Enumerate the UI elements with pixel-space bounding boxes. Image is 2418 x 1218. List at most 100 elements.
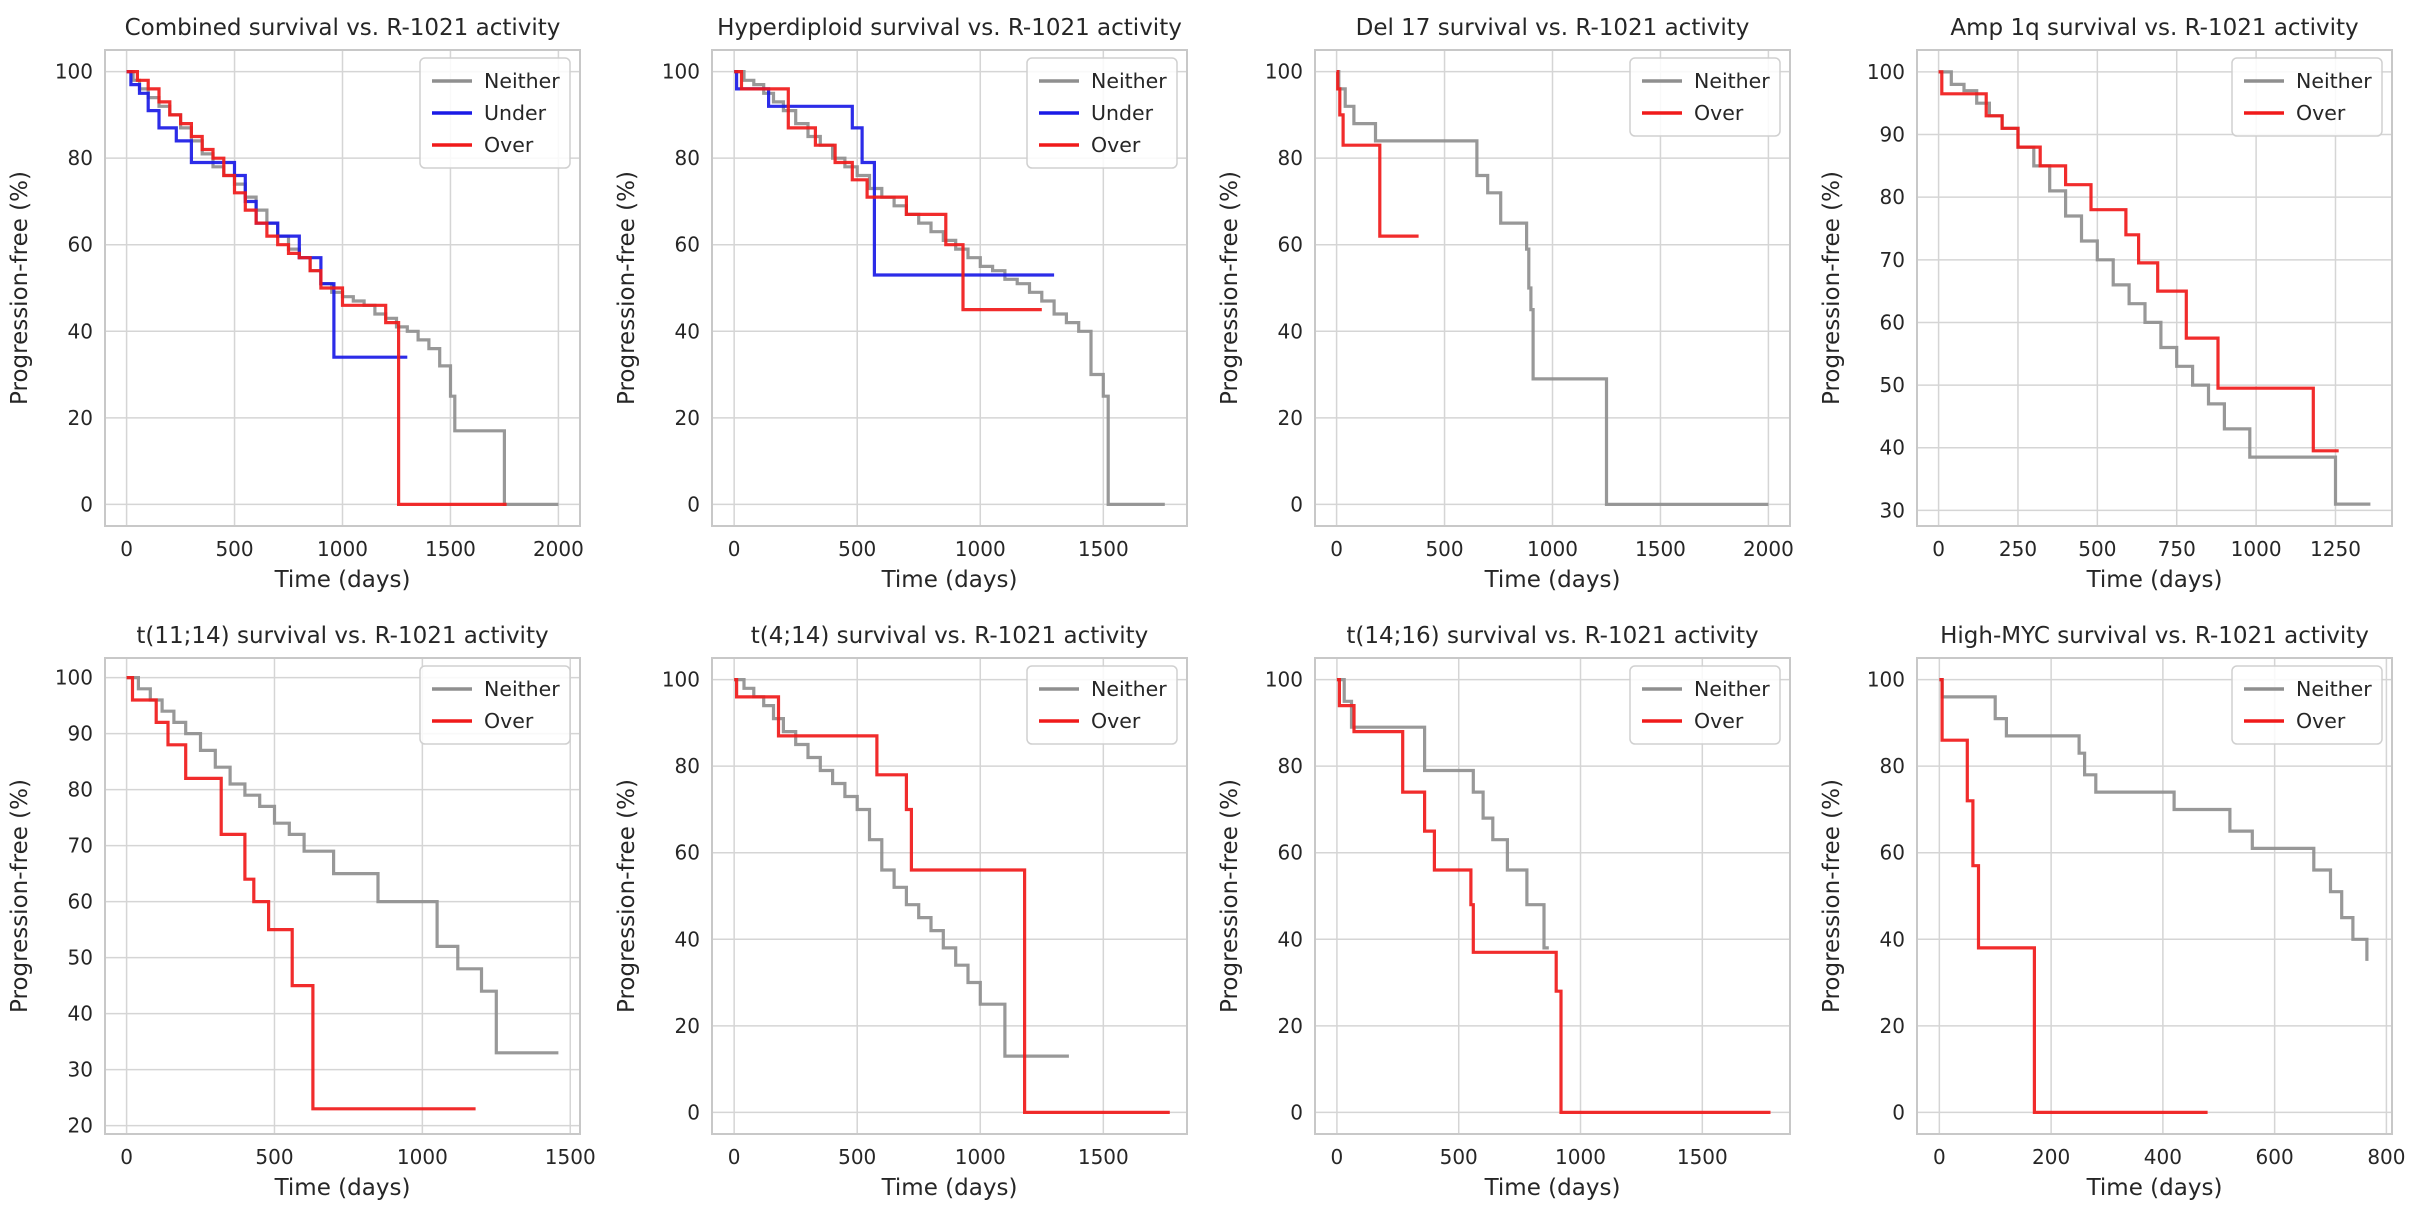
x-tick-label: 500 [255, 1145, 293, 1169]
x-tick-label: 500 [215, 537, 253, 561]
series-line-neither [1938, 70, 2371, 506]
y-tick-label: 80 [675, 754, 700, 778]
x-tick-label: 1500 [1635, 537, 1686, 561]
series-line-neither [734, 678, 1069, 1058]
chart-title: t(14;16) survival vs. R-1021 activity [1346, 623, 1758, 649]
chart-title: Amp 1q survival vs. R-1021 activity [1950, 15, 2358, 41]
x-tick-label: 600 [2256, 1145, 2294, 1169]
y-tick-label: 40 [1278, 319, 1303, 343]
y-tick-label: 20 [68, 1114, 93, 1138]
y-tick-label: 80 [1278, 754, 1303, 778]
legend-label: Neither [1091, 69, 1167, 93]
legend-box [2231, 665, 2383, 745]
legend-label: Neither [2296, 677, 2372, 701]
y-tick-label: 100 [1265, 668, 1303, 692]
series-line-over [1336, 678, 1771, 1114]
y-tick-label: 60 [675, 233, 700, 257]
legend-box [1629, 57, 1781, 137]
y-tick-label: 100 [55, 60, 93, 84]
y-tick-label: 100 [1867, 60, 1905, 84]
legend-box [419, 57, 571, 169]
y-tick-label: 100 [662, 668, 700, 692]
legend-box [2231, 57, 2383, 137]
y-axis-label: Progression-free (%) [7, 171, 33, 405]
legend-label: Over [1091, 709, 1141, 733]
y-tick-label: 50 [1880, 373, 1905, 397]
x-tick-label: 500 [838, 537, 876, 561]
x-axis-label: Time (days) [1484, 567, 1621, 593]
legend: Neither Over [1629, 57, 1781, 137]
x-tick-label: 0 [120, 1145, 133, 1169]
y-tick-label: 40 [68, 319, 93, 343]
chart-title: t(4;14) survival vs. R-1021 activity [751, 623, 1149, 649]
chart-title: Del 17 survival vs. R-1021 activity [1356, 15, 1750, 41]
chart-title: t(11;14) survival vs. R-1021 activity [136, 623, 548, 649]
y-tick-label: 40 [675, 927, 700, 951]
x-tick-label: 250 [1999, 537, 2037, 561]
series-line-over [126, 70, 507, 506]
x-tick-label: 500 [1440, 1145, 1478, 1169]
x-tick-label: 1500 [1078, 537, 1129, 561]
legend-box [1629, 665, 1781, 745]
y-tick-label: 20 [1278, 406, 1303, 430]
series-line-neither [1939, 678, 2369, 961]
chart-title: Hyperdiploid survival vs. R-1021 activit… [717, 15, 1182, 41]
x-tick-label: 1000 [955, 1145, 1006, 1169]
x-tick-label: 500 [2078, 537, 2116, 561]
legend: Neither Over [419, 665, 571, 745]
x-tick-label: 1500 [545, 1145, 596, 1169]
y-tick-label: 0 [80, 492, 93, 516]
chart-panel-7: 0 500 1000 1500 0 20 40 60 80 100 t(14;16) surviva… [1217, 623, 1791, 1201]
y-tick-label: 80 [68, 146, 93, 170]
series-line-neither [1336, 70, 1769, 506]
y-tick-label: 50 [68, 946, 93, 970]
y-tick-label: 60 [675, 841, 700, 865]
chart-panel-2: 0 500 1000 1500 0 20 40 60 80 100 Hyperdiploid sur… [614, 15, 1188, 593]
legend-label: Neither [1694, 69, 1770, 93]
legend: Neither Over [1629, 665, 1781, 745]
y-tick-label: 0 [687, 492, 700, 516]
x-tick-label: 1000 [317, 537, 368, 561]
series-line-over [734, 678, 1170, 1114]
y-tick-label: 100 [1265, 60, 1303, 84]
x-tick-label: 1000 [955, 537, 1006, 561]
legend-label: Over [2296, 709, 2346, 733]
x-tick-label: 1000 [397, 1145, 448, 1169]
x-axis-label: Time (days) [2086, 1175, 2223, 1201]
x-axis-label: Time (days) [274, 1175, 411, 1201]
y-tick-label: 90 [68, 722, 93, 746]
plot-frame [711, 49, 1188, 527]
chart-title: High-MYC survival vs. R-1021 activity [1940, 623, 2369, 649]
x-tick-label: 2000 [1743, 537, 1794, 561]
x-tick-label: 500 [838, 1145, 876, 1169]
x-tick-label: 800 [2367, 1145, 2405, 1169]
x-tick-label: 0 [1330, 537, 1343, 561]
x-tick-label: 200 [2032, 1145, 2070, 1169]
series-line-over [734, 70, 1042, 312]
legend-box [1026, 57, 1178, 169]
y-tick-label: 80 [1880, 754, 1905, 778]
plot-frame [711, 657, 1188, 1135]
series-line-over [1336, 70, 1419, 238]
y-tick-label: 0 [1290, 492, 1303, 516]
y-tick-label: 0 [1290, 1100, 1303, 1124]
x-tick-label: 1500 [425, 537, 476, 561]
y-tick-label: 20 [1278, 1014, 1303, 1038]
legend-label: Over [1694, 101, 1744, 125]
y-tick-label: 80 [675, 146, 700, 170]
legend: Neither Over [2231, 665, 2383, 745]
plot-frame [104, 49, 581, 527]
x-tick-label: 1250 [2310, 537, 2361, 561]
y-tick-label: 100 [55, 666, 93, 690]
x-tick-label: 1000 [2231, 537, 2282, 561]
x-tick-label: 1000 [1527, 537, 1578, 561]
x-tick-label: 750 [2158, 537, 2196, 561]
y-tick-label: 60 [1278, 233, 1303, 257]
x-tick-label: 0 [1331, 1145, 1344, 1169]
x-tick-label: 0 [728, 537, 741, 561]
chart-panel-3: 0 500 1000 1500 2000 0 20 40 60 80 100 Del 17 survi… [1217, 15, 1794, 593]
legend-label: Over [1694, 709, 1744, 733]
legend-label: Under [1091, 101, 1154, 125]
y-axis-label: Progression-free (%) [1217, 779, 1243, 1013]
